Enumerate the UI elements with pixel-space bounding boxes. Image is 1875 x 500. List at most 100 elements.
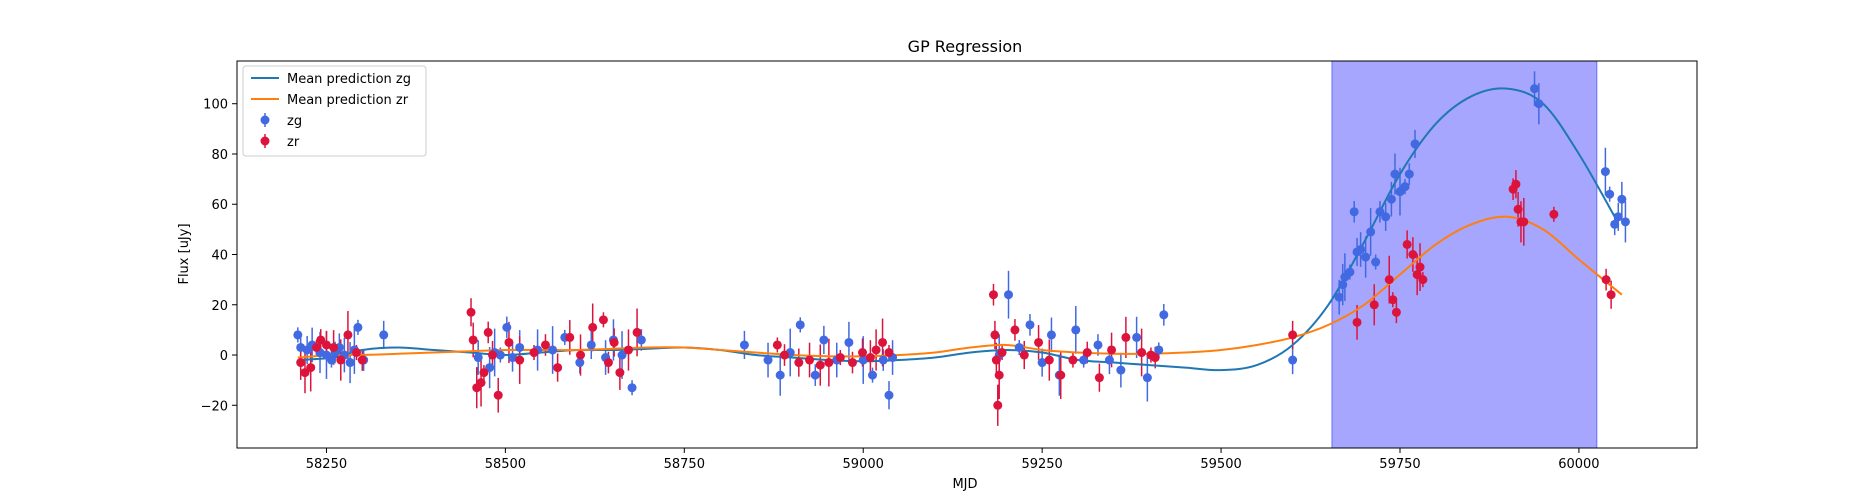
legend-label-line-zg: Mean prediction zg: [287, 72, 411, 87]
x-axis-label: MJD: [952, 477, 977, 492]
point-zr: [1150, 353, 1160, 363]
point-zg: [1366, 227, 1376, 237]
point-zr: [476, 378, 486, 388]
point-zr: [352, 348, 362, 358]
point-zg: [1613, 212, 1623, 222]
point-zg: [1356, 244, 1366, 254]
point-zr: [603, 358, 613, 368]
legend-box: [242, 65, 427, 157]
point-zr: [311, 342, 321, 352]
y-tick-label: 60: [211, 198, 228, 213]
point-zg: [508, 353, 518, 363]
point-zg: [1071, 325, 1081, 335]
point-zg: [775, 370, 785, 380]
point-zr: [609, 337, 619, 347]
point-zg: [1381, 212, 1391, 222]
point-zg: [1400, 182, 1410, 192]
point-zg: [1093, 340, 1103, 350]
point-zr: [1056, 370, 1066, 380]
point-zr: [1388, 295, 1398, 305]
point-zr: [780, 350, 789, 360]
point-zg: [1288, 355, 1298, 365]
point-zr: [1391, 307, 1401, 317]
point-zr: [1352, 317, 1362, 327]
point-zg: [844, 337, 854, 347]
point-zg: [379, 330, 389, 340]
point-zg: [1345, 267, 1355, 277]
point-zg: [617, 350, 627, 360]
point-zr: [1513, 204, 1523, 214]
point-zg: [293, 330, 303, 340]
point-zr: [824, 358, 834, 368]
chart-title: GP Regression: [908, 37, 1023, 56]
point-zg: [858, 355, 868, 365]
point-zr: [865, 353, 875, 363]
point-zr: [466, 307, 476, 317]
point-zr: [993, 400, 1003, 410]
point-zg: [515, 342, 525, 352]
point-zg: [1046, 330, 1056, 340]
point-zr: [1288, 330, 1298, 340]
point-zr: [1044, 355, 1054, 365]
y-tick-label: 80: [211, 148, 228, 163]
point-zr: [296, 358, 306, 368]
point-zr: [794, 358, 804, 368]
point-zr: [988, 290, 998, 300]
point-zg: [1154, 345, 1164, 355]
point-zg: [1004, 290, 1014, 300]
legend-marker-zr: [260, 134, 270, 148]
x-axis: 58250 58500 58750 59000 59250 59500 59750 60000: [306, 448, 1600, 472]
point-zg: [1530, 84, 1540, 94]
point-zr: [1082, 348, 1092, 358]
point-zr: [321, 340, 331, 350]
point-zr: [878, 337, 888, 347]
y-tick-label: 100: [203, 98, 228, 113]
point-zr: [1121, 332, 1131, 342]
point-zg: [739, 340, 749, 350]
point-zg: [575, 358, 585, 368]
point-zg: [1014, 342, 1024, 352]
legend-label-zr: zr: [287, 135, 300, 150]
point-zg: [586, 340, 596, 350]
point-zg: [326, 355, 336, 365]
point-zg: [636, 335, 646, 345]
x-tick-label: 59250: [1021, 457, 1062, 472]
point-zr: [1094, 373, 1104, 383]
point-zr: [1010, 325, 1020, 335]
point-zr: [858, 348, 868, 358]
y-tick-label: 40: [211, 249, 228, 264]
point-zr: [588, 322, 598, 332]
point-zg: [819, 335, 829, 345]
point-zr: [565, 332, 575, 342]
point-zg: [1037, 358, 1047, 368]
point-zr: [1107, 345, 1117, 355]
point-zg: [868, 370, 878, 380]
y-axis: −20 0 20 40 60 80 100: [201, 98, 237, 414]
point-zr: [1137, 348, 1147, 358]
point-zg: [548, 345, 558, 355]
point-zg: [795, 320, 805, 330]
x-tick-label: 58750: [664, 457, 705, 472]
point-zg: [502, 322, 512, 332]
point-zr: [515, 355, 525, 365]
point-zr: [483, 327, 493, 337]
point-zr: [990, 330, 1000, 340]
point-zr: [632, 327, 642, 337]
x-tick-label: 60000: [1558, 457, 1599, 472]
x-tick-label: 59000: [843, 457, 884, 472]
point-zr: [529, 348, 539, 358]
point-zr: [815, 360, 825, 370]
point-zr: [468, 335, 478, 345]
point-zr: [1519, 217, 1529, 227]
point-zg: [1132, 332, 1142, 342]
point-zr: [504, 337, 514, 347]
x-tick-label: 59500: [1200, 457, 1241, 472]
point-zr: [493, 390, 503, 400]
point-zr: [540, 340, 550, 350]
point-zr: [835, 353, 845, 363]
y-tick-label: 0: [220, 349, 228, 364]
point-zg: [1142, 373, 1152, 383]
point-zr: [1418, 275, 1428, 285]
point-zg: [1605, 189, 1615, 199]
